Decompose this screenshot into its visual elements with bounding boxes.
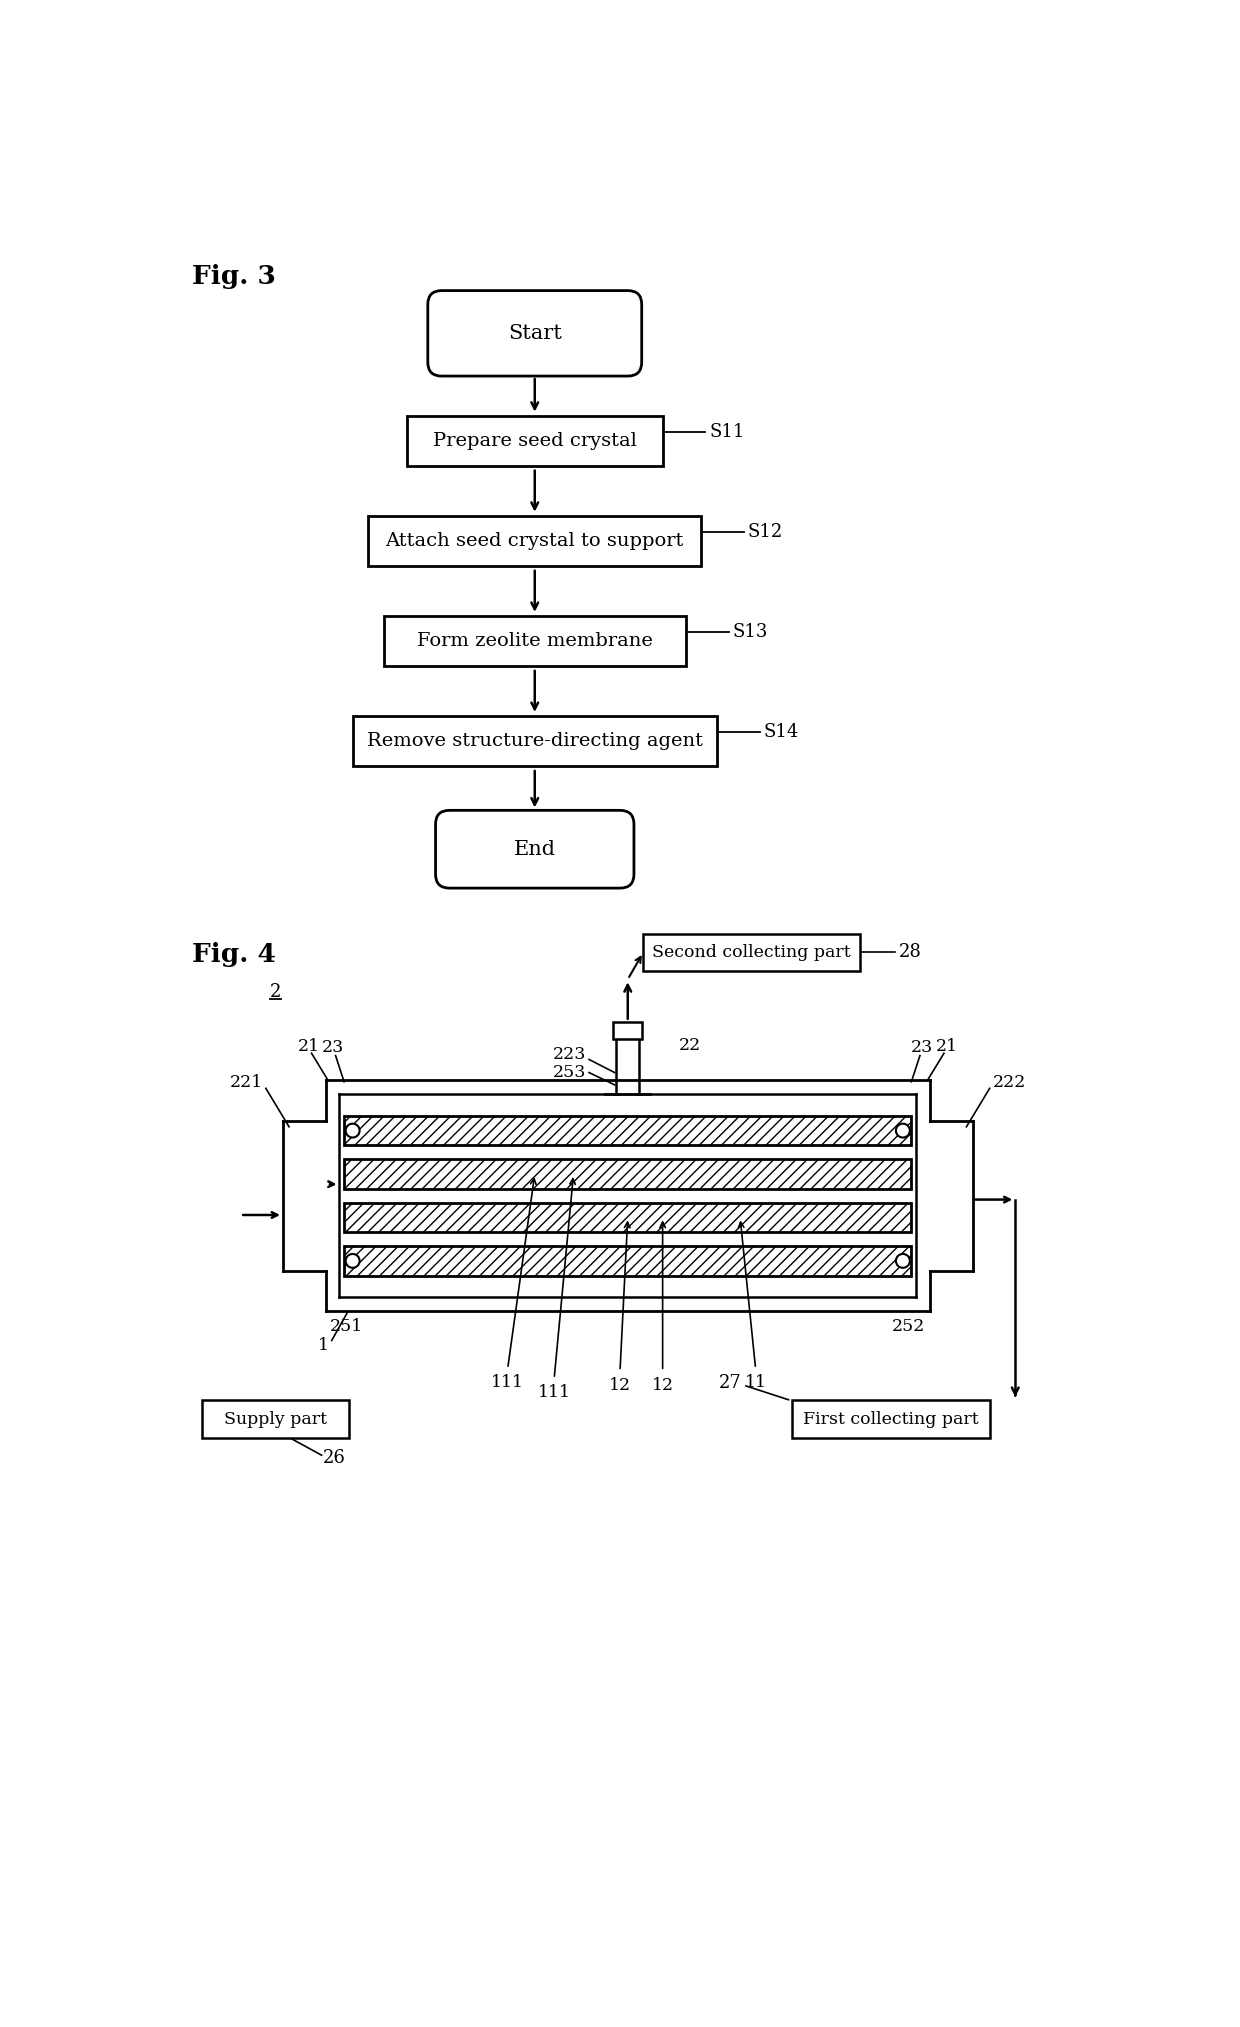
- FancyBboxPatch shape: [352, 716, 717, 766]
- Bar: [345, 1247, 911, 1275]
- Text: 11: 11: [745, 1374, 766, 1391]
- Text: 253: 253: [553, 1064, 587, 1080]
- FancyBboxPatch shape: [644, 934, 861, 971]
- Circle shape: [895, 1123, 910, 1137]
- Text: 2: 2: [270, 983, 281, 1001]
- Text: 111: 111: [491, 1374, 525, 1391]
- Text: 27: 27: [719, 1374, 742, 1393]
- Circle shape: [346, 1255, 360, 1267]
- Text: 21: 21: [936, 1038, 959, 1054]
- Text: First collecting part: First collecting part: [804, 1411, 980, 1427]
- Text: S11: S11: [709, 424, 744, 442]
- Circle shape: [346, 1123, 360, 1137]
- Text: 22: 22: [678, 1038, 701, 1054]
- Text: S13: S13: [733, 622, 768, 641]
- Circle shape: [895, 1255, 910, 1267]
- Text: 221: 221: [229, 1074, 263, 1091]
- Text: Fig. 3: Fig. 3: [192, 264, 277, 290]
- FancyBboxPatch shape: [428, 290, 642, 377]
- Text: 251: 251: [330, 1318, 363, 1336]
- Text: Prepare seed crystal: Prepare seed crystal: [433, 432, 636, 450]
- Text: Fig. 4: Fig. 4: [192, 943, 277, 967]
- Text: 12: 12: [651, 1376, 673, 1395]
- Text: 222: 222: [993, 1074, 1027, 1091]
- Text: 28: 28: [899, 943, 921, 961]
- Text: Supply part: Supply part: [223, 1411, 326, 1427]
- Bar: [345, 1117, 911, 1145]
- FancyBboxPatch shape: [435, 811, 634, 888]
- Text: 23: 23: [322, 1040, 345, 1056]
- Text: 111: 111: [538, 1384, 570, 1401]
- FancyBboxPatch shape: [368, 517, 702, 566]
- FancyBboxPatch shape: [383, 616, 686, 667]
- FancyBboxPatch shape: [201, 1401, 348, 1439]
- Bar: [345, 1159, 911, 1188]
- Text: Start: Start: [508, 324, 562, 343]
- Text: 223: 223: [553, 1046, 587, 1062]
- Text: 252: 252: [892, 1318, 925, 1336]
- Text: 12: 12: [609, 1376, 631, 1395]
- Text: 1: 1: [317, 1338, 329, 1354]
- Bar: [613, 1022, 642, 1038]
- Text: S14: S14: [764, 724, 799, 742]
- Text: S12: S12: [748, 523, 784, 541]
- FancyBboxPatch shape: [792, 1401, 990, 1439]
- Bar: [345, 1202, 911, 1232]
- Text: Attach seed crystal to support: Attach seed crystal to support: [386, 533, 684, 549]
- Text: End: End: [513, 839, 556, 859]
- Text: Form zeolite membrane: Form zeolite membrane: [417, 632, 652, 651]
- Text: 26: 26: [324, 1449, 346, 1468]
- FancyBboxPatch shape: [407, 416, 662, 466]
- Text: Second collecting part: Second collecting part: [652, 945, 851, 961]
- Text: Remove structure-directing agent: Remove structure-directing agent: [367, 732, 703, 750]
- Text: 21: 21: [298, 1038, 320, 1054]
- Text: 23: 23: [911, 1040, 934, 1056]
